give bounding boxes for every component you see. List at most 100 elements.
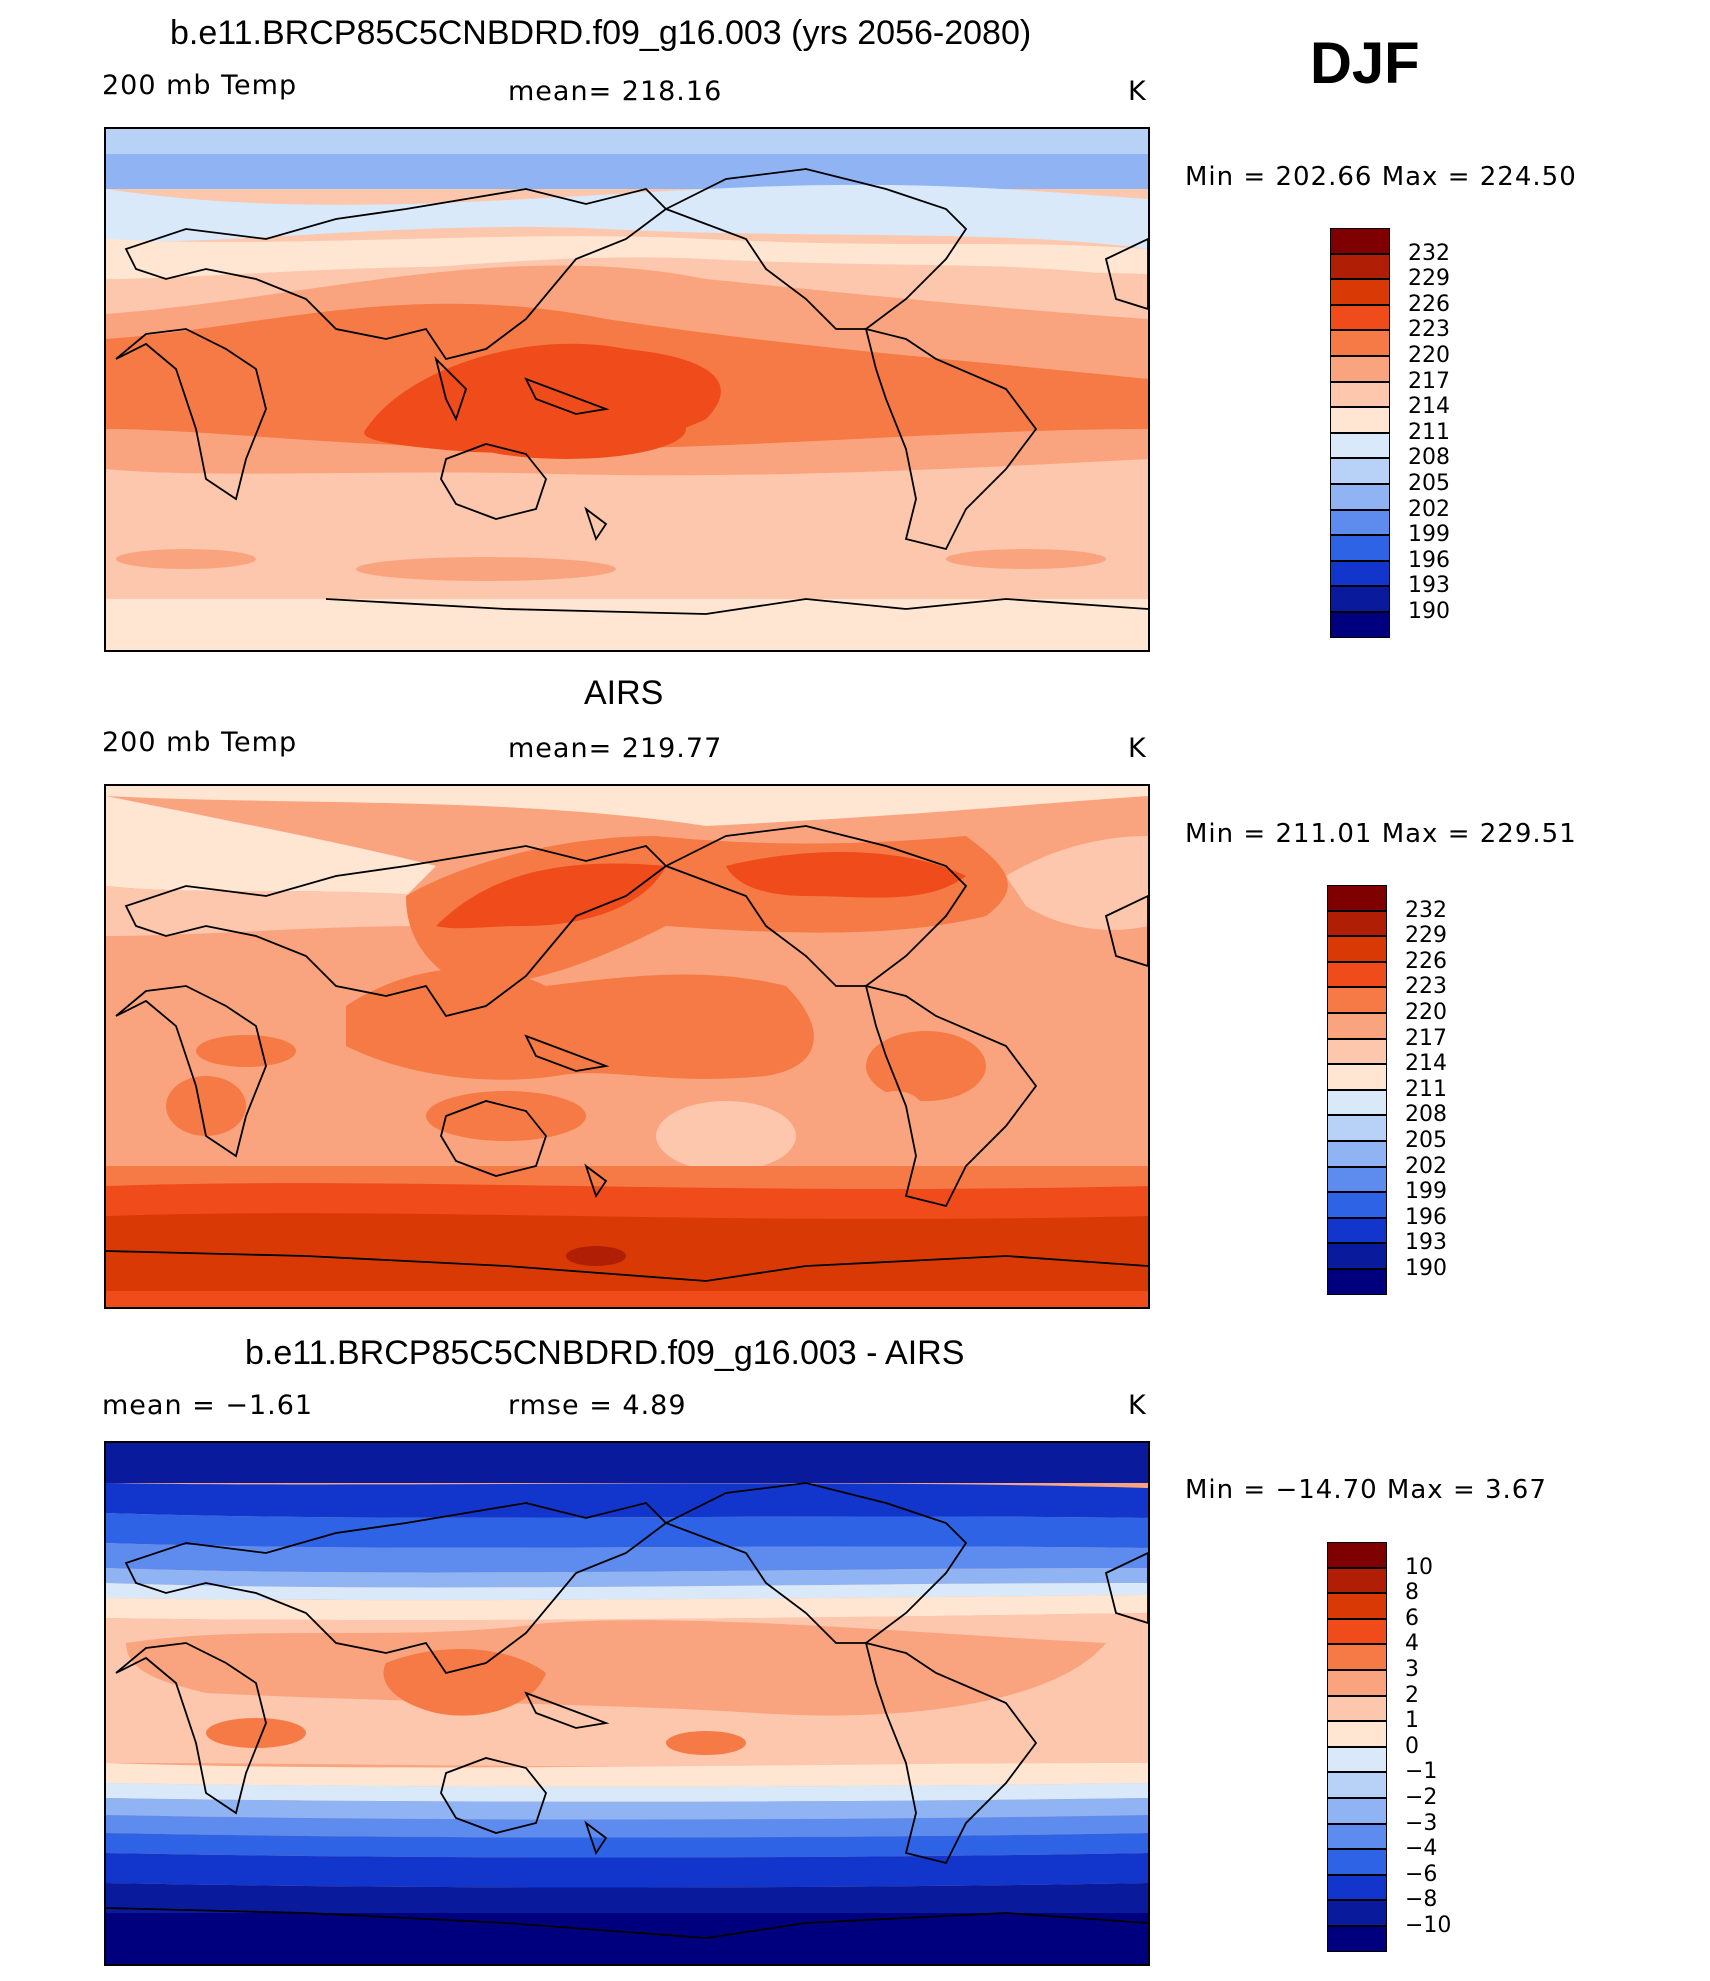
season-label: DJF: [1310, 31, 1420, 96]
colorbar-swatch: [1327, 885, 1387, 911]
colorbar-swatch: [1330, 432, 1390, 459]
colorbar-swatch: [1330, 356, 1390, 382]
panel3-colorbar: 10 8 6 4 3 2 1 0 −1 −2 −3 −4 −6 −8 −10: [1327, 1542, 1451, 1952]
panel3-map-field: [106, 1443, 1148, 1964]
colorbar-swatch: [1327, 1064, 1387, 1090]
panel2-minmax: Min = 211.01 Max = 229.51: [1185, 819, 1577, 849]
panel2-map-field: [106, 786, 1148, 1307]
colorbar-swatch: [1327, 1823, 1387, 1850]
colorbar-tick-label: 226: [1408, 291, 1450, 317]
panel3-title: b.e11.BRCP85C5CNBDRD.f09_g16.003 - AIRS: [245, 1334, 965, 1372]
colorbar-tick-label: 199: [1408, 522, 1450, 548]
colorbar-tick-label: 8: [1405, 1580, 1419, 1606]
colorbar-tick-label: 211: [1405, 1076, 1447, 1102]
panel1-variable-label: 200 mb Temp: [102, 70, 298, 101]
colorbar-tick-label: −6: [1405, 1861, 1438, 1887]
colorbar-swatch: [1327, 1192, 1387, 1218]
colorbar-swatch: [1327, 1593, 1387, 1619]
colorbar-swatch: [1327, 1721, 1387, 1747]
colorbar-tick-label: 202: [1408, 496, 1450, 522]
colorbar-swatch: [1327, 1166, 1387, 1193]
colorbar-tick-label: 211: [1408, 419, 1450, 445]
colorbar-tick-label: −10: [1405, 1913, 1452, 1938]
colorbar-swatch: [1330, 458, 1390, 484]
colorbar-swatch: [1327, 1115, 1387, 1141]
colorbar-swatch: [1330, 228, 1390, 254]
colorbar-swatch: [1327, 936, 1387, 962]
panel1-map-field: [106, 129, 1148, 650]
colorbar-swatch: [1327, 1089, 1387, 1116]
colorbar-swatch: [1327, 1874, 1387, 1901]
colorbar-swatch: [1327, 1542, 1387, 1568]
colorbar-swatch: [1327, 1926, 1387, 1952]
colorbar-tick-label: 1: [1405, 1708, 1419, 1734]
colorbar-tick-label: 214: [1405, 1051, 1447, 1077]
colorbar-tick-label: 193: [1405, 1230, 1447, 1256]
panel2-mean-label: mean= 219.77: [508, 733, 723, 764]
colorbar-tick-label: 223: [1405, 974, 1447, 1000]
colorbar-tick-label: 208: [1405, 1102, 1447, 1128]
colorbar-tick-label: 4: [1405, 1631, 1419, 1657]
colorbar-tick-label: 205: [1405, 1128, 1447, 1153]
panel1-title: b.e11.BRCP85C5CNBDRD.f09_g16.003 (yrs 20…: [170, 14, 1032, 52]
panel2-units-label: K: [1128, 733, 1147, 764]
colorbar-swatch: [1327, 1670, 1387, 1696]
colorbar-tick-label: −4: [1405, 1836, 1438, 1862]
colorbar-tick-label: 196: [1408, 547, 1450, 573]
colorbar-swatch: [1330, 330, 1390, 356]
panel2-title: AIRS: [584, 674, 664, 712]
colorbar-tick-label: −2: [1405, 1785, 1438, 1810]
colorbar-tick-label: 214: [1408, 394, 1450, 420]
colorbar-swatch: [1327, 1798, 1387, 1824]
colorbar-tick-label: 10: [1405, 1554, 1433, 1580]
colorbar-swatch: [1330, 253, 1390, 280]
colorbar-swatch: [1327, 910, 1387, 937]
colorbar-swatch: [1327, 1567, 1387, 1594]
colorbar-tick-label: 2: [1405, 1682, 1419, 1708]
colorbar-tick-label: 217: [1405, 1025, 1447, 1051]
colorbar-swatch: [1327, 1746, 1387, 1773]
colorbar-swatch: [1330, 381, 1390, 408]
colorbar-tick-label: 190: [1408, 599, 1450, 624]
colorbar-swatch: [1330, 509, 1390, 536]
colorbar-swatch: [1327, 987, 1387, 1013]
panel3-units-label: K: [1128, 1390, 1147, 1421]
colorbar-swatch: [1330, 586, 1390, 612]
colorbar-swatch: [1330, 484, 1390, 510]
colorbar-swatch: [1327, 1695, 1387, 1722]
colorbar-tick-label: 220: [1408, 343, 1450, 368]
colorbar-tick-label: −8: [1405, 1887, 1438, 1913]
panel2-variable-label: 200 mb Temp: [102, 727, 298, 758]
colorbar-swatch: [1330, 279, 1390, 305]
colorbar-tick-label: 217: [1408, 368, 1450, 394]
colorbar-tick-label: 205: [1408, 471, 1450, 496]
colorbar-tick-label: 0: [1405, 1733, 1419, 1759]
colorbar-tick-label: 6: [1405, 1605, 1419, 1631]
panel1-units-label: K: [1128, 76, 1147, 107]
colorbar-swatch: [1327, 1644, 1387, 1670]
colorbar-tick-label: −3: [1405, 1810, 1438, 1836]
colorbar-swatch: [1330, 612, 1390, 638]
panel2-colorbar: 232 229 226 223 220 217 214 211 208 205 202 199 196 1…: [1327, 885, 1447, 1295]
panel3-minmax: Min = −14.70 Max = 3.67: [1185, 1475, 1547, 1505]
colorbar-swatch: [1330, 407, 1390, 433]
colorbar-swatch: [1327, 1013, 1387, 1039]
panel1-minmax: Min = 202.66 Max = 224.50: [1185, 162, 1577, 192]
panel1-mean-label: mean= 218.16: [508, 76, 723, 107]
colorbar-swatch: [1327, 1217, 1387, 1244]
panel1-map: [104, 127, 1150, 652]
panel2-map: [104, 784, 1150, 1309]
colorbar-tick-label: 208: [1408, 445, 1450, 471]
colorbar-tick-label: 3: [1405, 1657, 1419, 1682]
colorbar-tick-label: 220: [1405, 1000, 1447, 1025]
colorbar-swatch: [1327, 1849, 1387, 1875]
colorbar-tick-label: 223: [1408, 317, 1450, 343]
colorbar-tick-label: 226: [1405, 948, 1447, 974]
panel1-colorbar: 232 229 226 223 220 217 214 211 208 205 202 199 196 1…: [1330, 228, 1450, 638]
colorbar-swatch: [1330, 535, 1390, 561]
colorbar-tick-label: −1: [1405, 1759, 1438, 1785]
colorbar-swatch: [1330, 560, 1390, 587]
colorbar-tick-label: 199: [1405, 1179, 1447, 1205]
colorbar-swatch: [1327, 1618, 1387, 1645]
colorbar-tick-label: 190: [1405, 1256, 1447, 1281]
